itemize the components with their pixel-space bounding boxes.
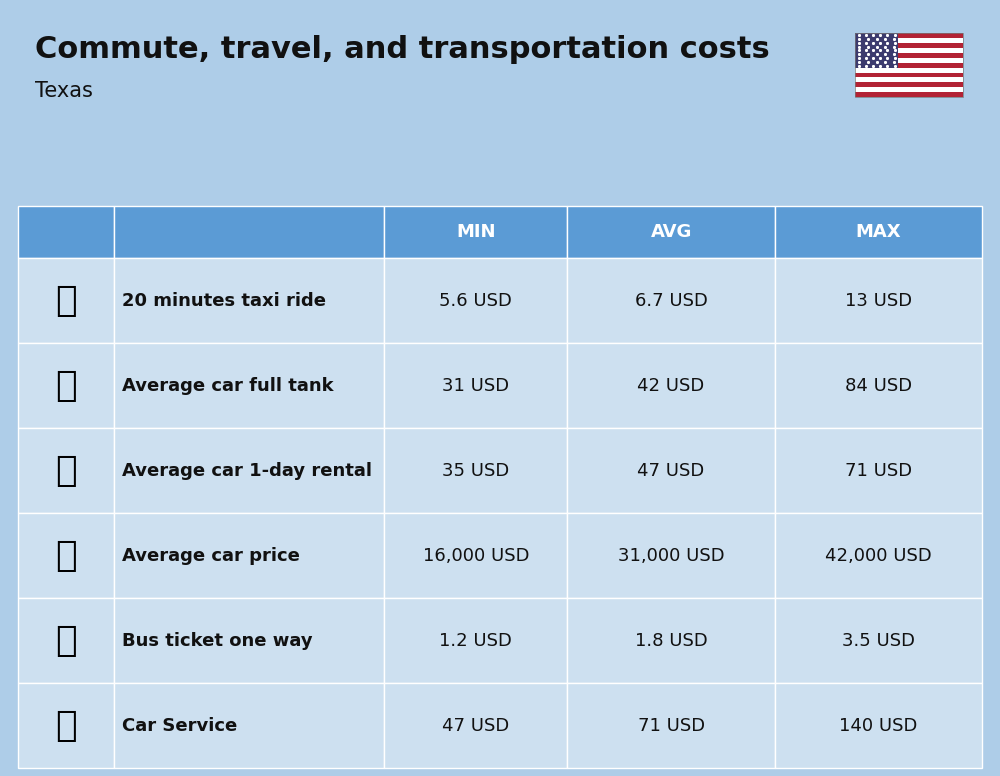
FancyBboxPatch shape bbox=[567, 258, 775, 343]
FancyBboxPatch shape bbox=[775, 683, 982, 768]
FancyBboxPatch shape bbox=[855, 78, 963, 82]
FancyBboxPatch shape bbox=[384, 683, 567, 768]
Text: 140 USD: 140 USD bbox=[839, 717, 918, 735]
Text: Average car price: Average car price bbox=[122, 547, 300, 565]
Text: MAX: MAX bbox=[856, 223, 901, 241]
FancyBboxPatch shape bbox=[855, 38, 963, 43]
Text: Texas: Texas bbox=[35, 81, 93, 102]
FancyBboxPatch shape bbox=[18, 343, 114, 428]
FancyBboxPatch shape bbox=[18, 258, 114, 343]
FancyBboxPatch shape bbox=[855, 58, 963, 63]
Text: AVG: AVG bbox=[650, 223, 692, 241]
FancyBboxPatch shape bbox=[384, 513, 567, 598]
FancyBboxPatch shape bbox=[114, 343, 384, 428]
Text: 1.2 USD: 1.2 USD bbox=[439, 632, 512, 650]
Text: Average car 1-day rental: Average car 1-day rental bbox=[122, 462, 372, 480]
FancyBboxPatch shape bbox=[775, 513, 982, 598]
FancyBboxPatch shape bbox=[855, 87, 963, 92]
Text: Car Service: Car Service bbox=[122, 717, 237, 735]
FancyBboxPatch shape bbox=[384, 428, 567, 513]
FancyBboxPatch shape bbox=[775, 428, 982, 513]
Text: 13 USD: 13 USD bbox=[845, 292, 912, 310]
Text: 🚘: 🚘 bbox=[55, 708, 77, 743]
Text: 🚕: 🚕 bbox=[55, 284, 77, 317]
FancyBboxPatch shape bbox=[855, 53, 963, 58]
FancyBboxPatch shape bbox=[384, 206, 567, 258]
FancyBboxPatch shape bbox=[567, 428, 775, 513]
Text: 1.8 USD: 1.8 USD bbox=[635, 632, 707, 650]
FancyBboxPatch shape bbox=[855, 33, 963, 38]
FancyBboxPatch shape bbox=[855, 68, 963, 72]
FancyBboxPatch shape bbox=[855, 72, 963, 78]
FancyBboxPatch shape bbox=[18, 513, 114, 598]
FancyBboxPatch shape bbox=[114, 513, 384, 598]
Text: Average car full tank: Average car full tank bbox=[122, 377, 334, 395]
FancyBboxPatch shape bbox=[567, 206, 775, 258]
FancyBboxPatch shape bbox=[855, 92, 963, 97]
FancyBboxPatch shape bbox=[855, 33, 898, 68]
FancyBboxPatch shape bbox=[18, 598, 114, 683]
Text: 🚙: 🚙 bbox=[55, 454, 77, 488]
FancyBboxPatch shape bbox=[114, 598, 384, 683]
Text: 6.7 USD: 6.7 USD bbox=[635, 292, 708, 310]
FancyBboxPatch shape bbox=[775, 258, 982, 343]
Text: MIN: MIN bbox=[456, 223, 496, 241]
FancyBboxPatch shape bbox=[18, 206, 114, 258]
FancyBboxPatch shape bbox=[114, 258, 384, 343]
Text: 31 USD: 31 USD bbox=[442, 377, 509, 395]
Text: 47 USD: 47 USD bbox=[442, 717, 510, 735]
FancyBboxPatch shape bbox=[855, 48, 963, 53]
FancyBboxPatch shape bbox=[775, 343, 982, 428]
FancyBboxPatch shape bbox=[384, 258, 567, 343]
FancyBboxPatch shape bbox=[18, 428, 114, 513]
FancyBboxPatch shape bbox=[775, 206, 982, 258]
Text: 3.5 USD: 3.5 USD bbox=[842, 632, 915, 650]
FancyBboxPatch shape bbox=[775, 598, 982, 683]
Text: ⛽: ⛽ bbox=[55, 369, 77, 403]
Text: 71 USD: 71 USD bbox=[638, 717, 705, 735]
Text: Commute, travel, and transportation costs: Commute, travel, and transportation cost… bbox=[35, 35, 770, 64]
FancyBboxPatch shape bbox=[114, 428, 384, 513]
Text: 🚌: 🚌 bbox=[55, 624, 77, 658]
FancyBboxPatch shape bbox=[855, 82, 963, 87]
FancyBboxPatch shape bbox=[855, 43, 963, 48]
Text: 16,000 USD: 16,000 USD bbox=[423, 547, 529, 565]
Text: 🚗: 🚗 bbox=[55, 539, 77, 573]
FancyBboxPatch shape bbox=[384, 343, 567, 428]
Text: 31,000 USD: 31,000 USD bbox=[618, 547, 724, 565]
Text: 47 USD: 47 USD bbox=[637, 462, 705, 480]
Text: 42 USD: 42 USD bbox=[637, 377, 705, 395]
FancyBboxPatch shape bbox=[114, 683, 384, 768]
FancyBboxPatch shape bbox=[18, 683, 114, 768]
Text: 42,000 USD: 42,000 USD bbox=[825, 547, 932, 565]
FancyBboxPatch shape bbox=[567, 513, 775, 598]
FancyBboxPatch shape bbox=[114, 206, 384, 258]
Text: 84 USD: 84 USD bbox=[845, 377, 912, 395]
Text: 35 USD: 35 USD bbox=[442, 462, 510, 480]
Text: 5.6 USD: 5.6 USD bbox=[439, 292, 512, 310]
Text: 20 minutes taxi ride: 20 minutes taxi ride bbox=[122, 292, 326, 310]
Text: Bus ticket one way: Bus ticket one way bbox=[122, 632, 313, 650]
FancyBboxPatch shape bbox=[567, 343, 775, 428]
FancyBboxPatch shape bbox=[384, 598, 567, 683]
FancyBboxPatch shape bbox=[567, 683, 775, 768]
FancyBboxPatch shape bbox=[567, 598, 775, 683]
Text: 71 USD: 71 USD bbox=[845, 462, 912, 480]
FancyBboxPatch shape bbox=[855, 63, 963, 68]
